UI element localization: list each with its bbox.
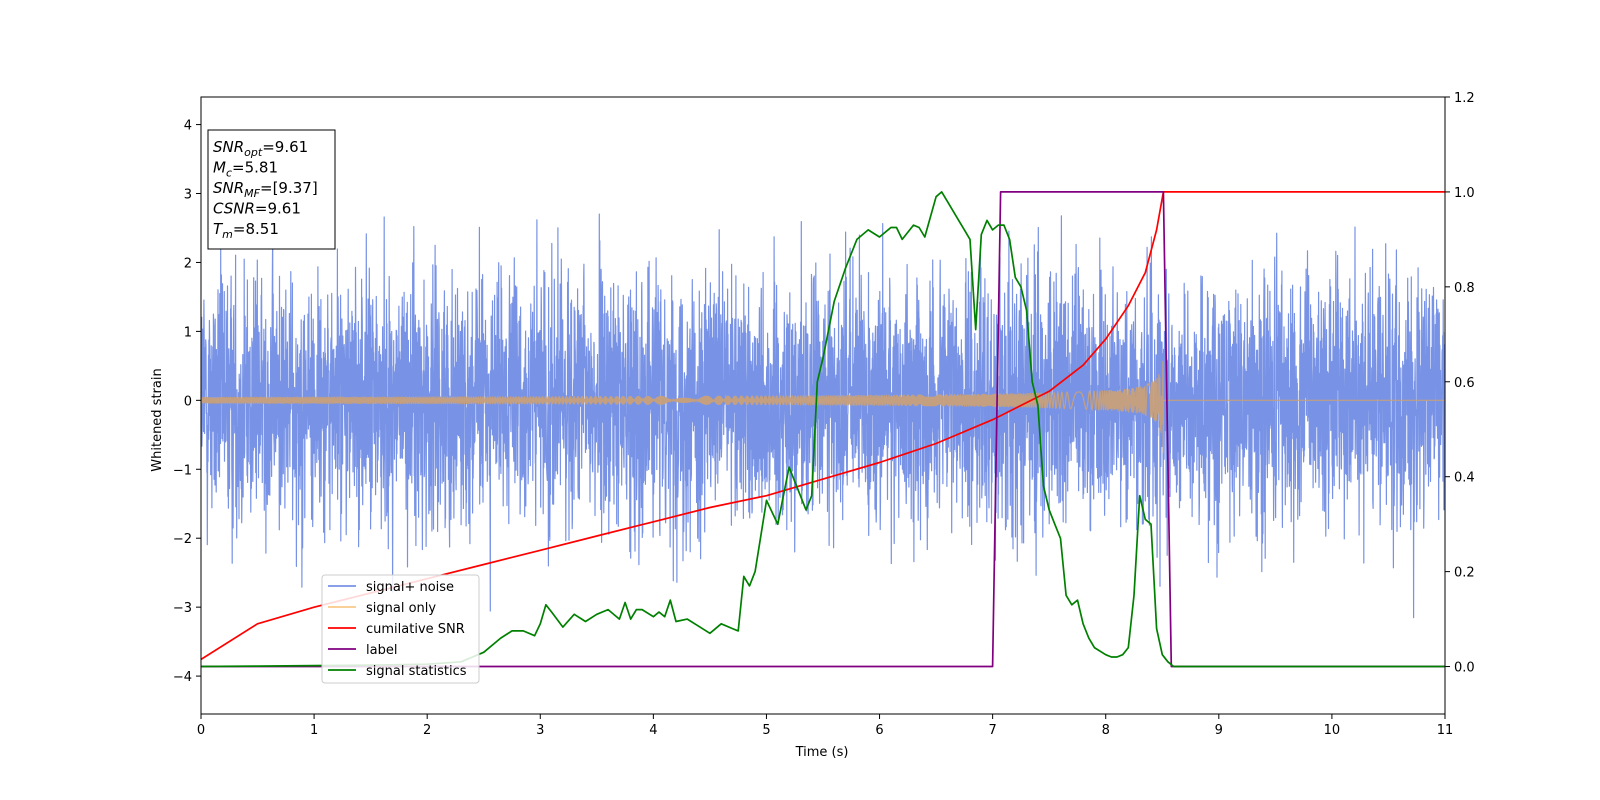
x-tick-label: 6 [875,723,883,738]
axes-frame [200,96,1446,715]
y2-tick-label: 1.2 [1454,91,1475,106]
y2-tick-label: 0.8 [1454,281,1475,296]
y2-tick-label: 1.0 [1454,186,1475,201]
x-tick-label: 11 [1437,723,1454,738]
x-tick-label: 4 [649,723,657,738]
y2-tick-label: 0.6 [1454,376,1475,391]
legend-label: signal only [366,601,436,616]
x-tick-label: 7 [988,723,996,738]
x-tick-label: 3 [536,723,544,738]
info-line: SNRopt=9.61 [213,138,308,159]
y-tick-label: 3 [184,188,192,203]
y2-tick-label: 0.2 [1454,566,1475,581]
info-line: CSNR=9.61 [213,200,301,218]
legend-frame [321,574,480,684]
y-tick-label: 0 [184,394,192,409]
x-tick-label: 5 [762,723,770,738]
y-tick-label: −2 [173,532,192,547]
legend-label: cumilative SNR [366,622,465,637]
series-signal-only [201,360,1445,454]
x-tick-label: 1 [310,723,318,738]
y-tick-label: −4 [173,670,192,685]
info-line: Mc=5.81 [213,159,278,180]
series-signal-noise [201,213,1445,619]
x-tick-label: 2 [423,723,431,738]
x-tick-label: 0 [197,723,205,738]
y2-tick-label: 0.4 [1454,471,1475,486]
series-signal-statistics [201,191,1445,668]
y-tick-label: 2 [184,256,192,271]
y-tick-label: 4 [184,119,192,134]
y2-tick-label: 0.0 [1454,661,1475,676]
axes: 0 1 2 3 4 5 6 7 8 9 10 1143210−1−2−3−41.21.00.80.60… [173,91,1475,738]
y-tick-label: 1 [184,325,192,340]
info-box-frame [207,129,336,250]
x-axis-label: Time (s) [795,745,849,760]
x-tick-label: 8 [1102,723,1110,738]
x-tick-label: 10 [1324,723,1341,738]
info-line: SNRMF=[9.37] [213,179,318,200]
legend-label: signal statistics [366,664,467,679]
x-tick-label: 9 [1215,723,1223,738]
y-axis-label: Whitened strain [150,368,165,471]
legend: signal+ noise signal only cumilative SNR la… [321,574,480,684]
y-tick-label: −1 [173,463,192,478]
legend-label: signal+ noise [366,580,454,595]
info-line: Tm=8.51 [213,220,279,241]
y-tick-label: −3 [173,601,192,616]
legend-label: label [366,643,397,658]
